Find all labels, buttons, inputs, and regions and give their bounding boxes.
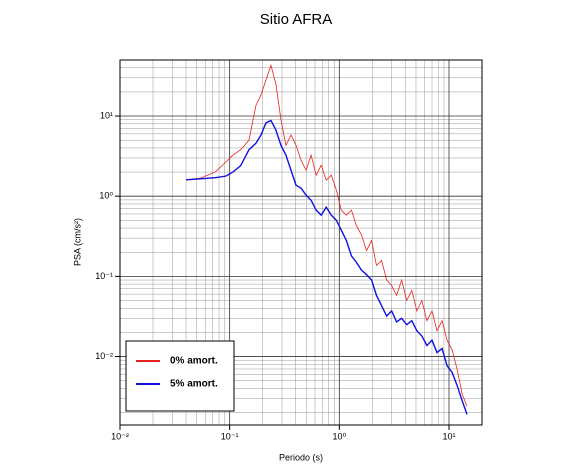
- series-line: [185, 119, 468, 415]
- x-tick-label: 10⁻²: [111, 431, 129, 441]
- y-tick-label: 10⁻¹: [95, 271, 113, 281]
- x-tick-label: 10⁻¹: [221, 431, 239, 441]
- x-tick-label: 10⁰: [333, 431, 347, 441]
- x-tick-label: 10¹: [442, 431, 455, 441]
- legend-box: [125, 340, 235, 412]
- y-axis-label: PSA (cm/s²): [72, 218, 82, 266]
- chart-title: Sitio AFRA: [260, 11, 333, 28]
- y-tick-label: 10⁰: [99, 191, 113, 201]
- x-axis-label: Periodo (s): [279, 452, 323, 462]
- legend-label: 0% amort.: [170, 356, 218, 367]
- plot-frame: [119, 59, 483, 426]
- y-tick-label: 10⁻²: [95, 351, 113, 361]
- legend-label: 5% amort.: [170, 379, 218, 390]
- series-line: [185, 63, 468, 407]
- y-tick-label: 10¹: [100, 110, 113, 120]
